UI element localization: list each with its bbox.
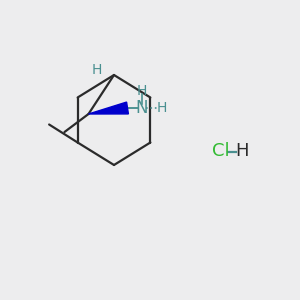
Text: H: H	[137, 84, 147, 98]
Text: H: H	[157, 101, 167, 115]
Text: N: N	[136, 99, 148, 117]
Text: H: H	[92, 64, 102, 77]
Text: H: H	[236, 142, 249, 160]
Text: Cl: Cl	[212, 142, 229, 160]
Polygon shape	[88, 102, 128, 114]
